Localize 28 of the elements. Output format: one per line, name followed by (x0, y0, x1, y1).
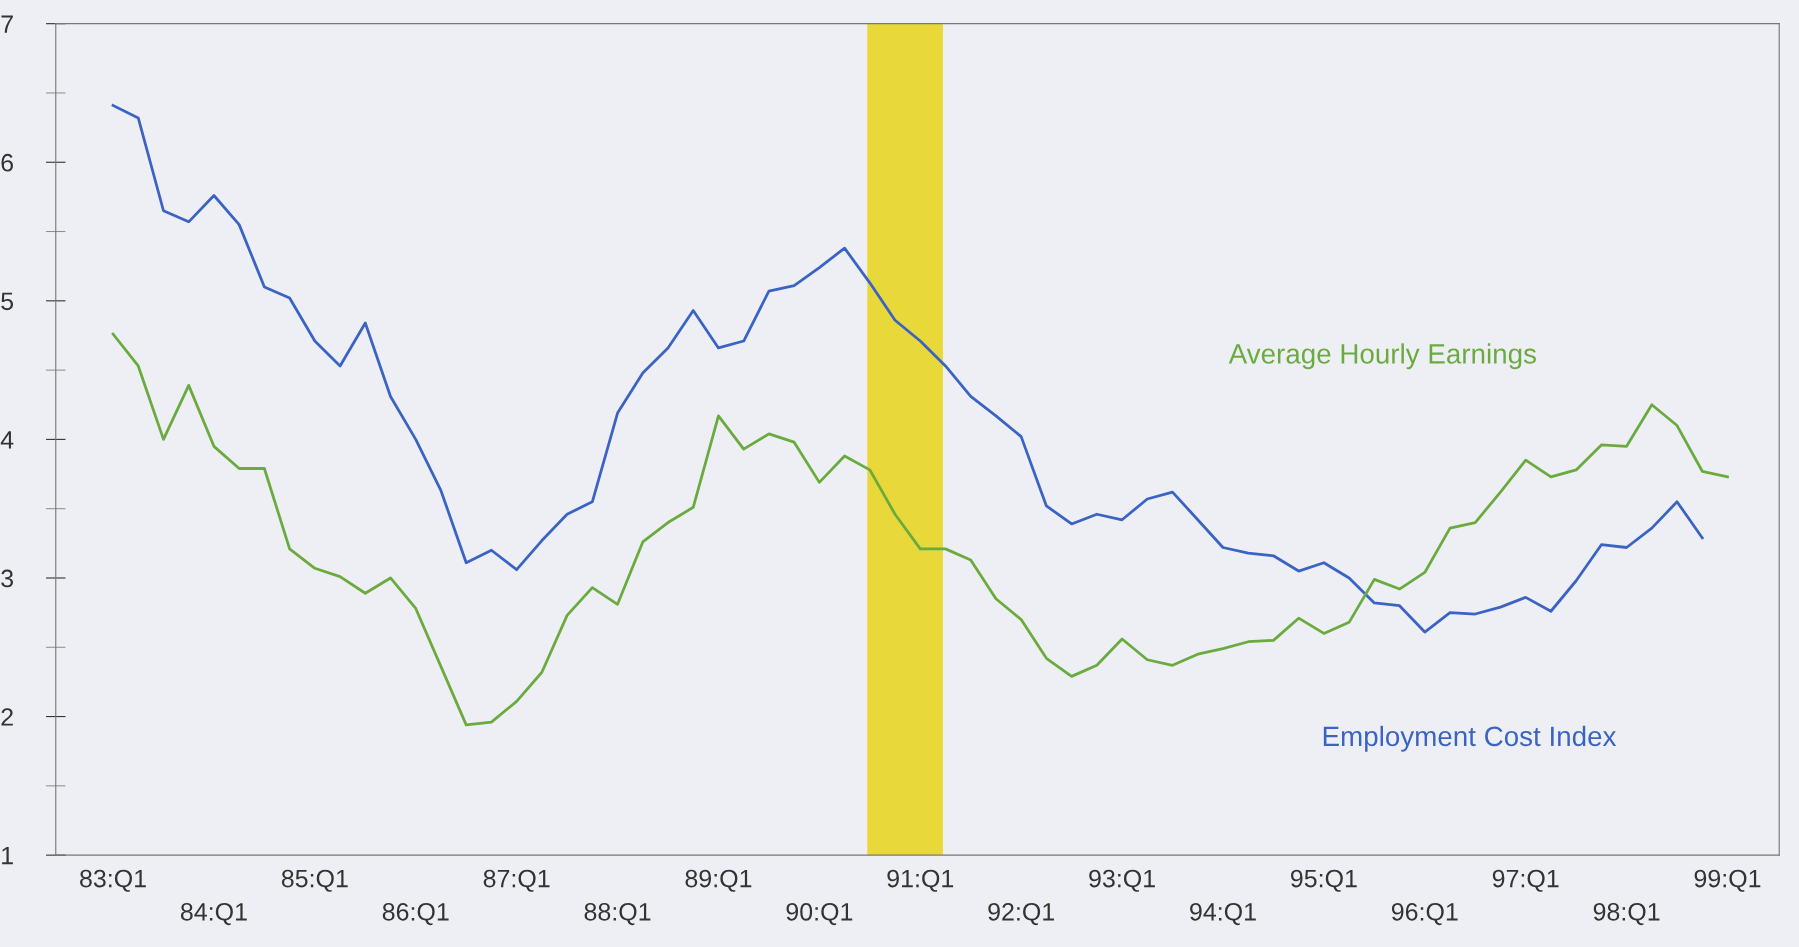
x-tick-label: 93:Q1 (1089, 869, 1155, 892)
x-tick-label: 98:Q1 (1593, 902, 1660, 926)
y-tick-label: 2 (1, 708, 13, 726)
x-tick-label: 95:Q1 (1291, 869, 1357, 892)
text: Employment Cost Index (1323, 725, 1617, 752)
x-tick-label: 84:Q1 (180, 902, 247, 926)
x-tick-label: 92:Q1 (988, 902, 1054, 926)
y-tick-label: 3 (1, 569, 14, 588)
x-tick-label: 94:Q1 (1190, 902, 1256, 926)
y-tick-label: 6 (1, 153, 14, 172)
x-tick-label: 83:Q1 (80, 869, 146, 892)
text: Average Hourly Earnings (1228, 343, 1536, 370)
x-tick-label: 89:Q1 (685, 869, 752, 892)
x-tick-label: 96:Q1 (1391, 902, 1458, 926)
line-series (111, 104, 1704, 634)
x-tick-label: 88:Q1 (584, 902, 651, 926)
y-tick-label: 5 (1, 292, 14, 311)
y-tick-label: 7 (1, 15, 13, 33)
x-tick-label: 91:Q1 (887, 869, 954, 892)
x-tick-label: 97:Q1 (1492, 869, 1559, 892)
line-series (111, 332, 1729, 727)
y-tick-label: 1 (2, 847, 13, 865)
x-tick-label: 90:Q1 (786, 902, 853, 926)
x-tick-label: 87:Q1 (483, 869, 550, 892)
x-tick-label: 85:Q1 (281, 869, 348, 892)
x-tick-label: 99:Q1 (1694, 869, 1761, 892)
y-tick-label: 4 (0, 431, 14, 449)
x-tick-label: 86:Q1 (382, 902, 449, 926)
